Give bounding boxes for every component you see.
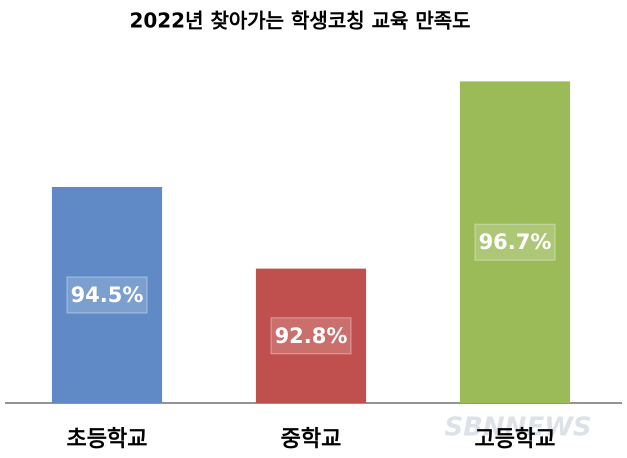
- bar: [51, 187, 163, 403]
- bar: [255, 268, 367, 403]
- value-label: 94.5%: [71, 283, 144, 307]
- value-label: 92.8%: [275, 324, 348, 348]
- value-label-box: [270, 317, 352, 355]
- bar: [459, 81, 571, 404]
- x-tick-label: 중학교: [281, 427, 342, 452]
- value-label-box: [474, 223, 556, 261]
- value-label: 96.7%: [479, 230, 552, 254]
- chart-title: 2022년 찾아가는 학생코칭 교육 만족도: [129, 9, 470, 33]
- watermark: SBNNEWS: [444, 413, 591, 443]
- x-tick-label: 고등학교: [475, 427, 556, 452]
- value-label-box: [66, 276, 148, 314]
- x-tick-label: 초등학교: [67, 427, 148, 452]
